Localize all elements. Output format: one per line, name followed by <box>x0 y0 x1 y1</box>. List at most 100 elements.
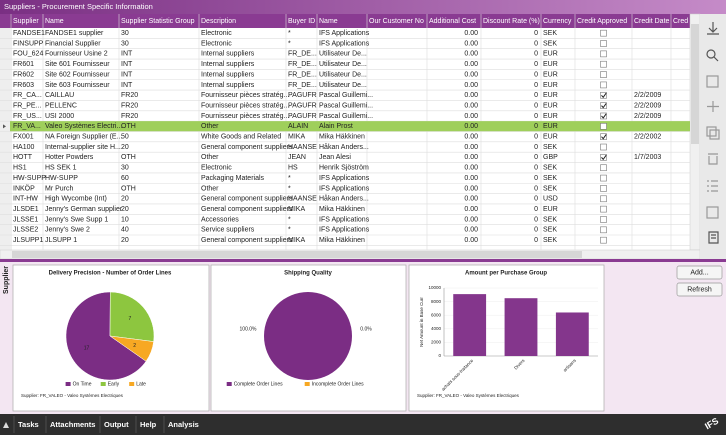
checkbox[interactable] <box>600 236 607 244</box>
tab[interactable]: Help <box>140 420 157 429</box>
checkbox[interactable] <box>600 112 607 120</box>
tab[interactable]: Output <box>104 420 129 429</box>
refresh-button[interactable] <box>676 282 723 297</box>
table-cell: FINSUPP <box>13 40 44 47</box>
document-icon[interactable] <box>708 231 719 244</box>
table-cell: INT-HW <box>13 196 38 203</box>
tab[interactable]: Tasks <box>18 420 39 429</box>
table-cell: EUR <box>543 134 558 141</box>
checkbox[interactable] <box>600 29 607 37</box>
add-button[interactable] <box>676 265 723 280</box>
table-cell: 0 <box>534 185 538 192</box>
table-cell: EUR <box>543 71 558 78</box>
checkbox[interactable] <box>600 185 607 192</box>
table-cell: 20 <box>121 206 129 213</box>
y-tick-label: 8000 <box>431 299 442 304</box>
checkbox[interactable] <box>600 81 607 89</box>
new-icon[interactable] <box>707 101 719 112</box>
table-cell: FR20 <box>121 92 138 99</box>
table-cell: IFS Applications <box>319 227 370 234</box>
checkbox[interactable] <box>600 50 607 58</box>
table-cell: Other <box>201 123 219 130</box>
table-cell: 0.00 <box>464 40 478 47</box>
table-cell: 40 <box>121 227 129 234</box>
table-cell: Utilisateur De... <box>319 82 367 89</box>
table-cell: 0.00 <box>464 71 478 78</box>
table-cell: NA Foreign Supplier (E... <box>45 134 122 141</box>
tab[interactable]: Attachments <box>50 420 95 429</box>
table-cell: IFS Applications <box>319 40 370 47</box>
table-cell: Jenny's Swe Supp 1 <box>45 216 108 223</box>
duplicate-icon[interactable] <box>706 126 717 137</box>
table-cell: * <box>288 185 291 192</box>
delete-icon[interactable] <box>708 153 718 165</box>
table-cell: 1/7/2003 <box>634 154 661 161</box>
legend-label: Complete Order Lines <box>234 381 283 387</box>
table-cell: 10 <box>121 216 129 223</box>
pie-slice <box>264 292 352 380</box>
add-button-label[interactable]: Add... <box>690 269 708 276</box>
table-cell: 0 <box>534 82 538 89</box>
expand-arrow[interactable] <box>3 422 9 428</box>
table-cell: JLSSE1 <box>13 216 38 223</box>
checkbox[interactable] <box>600 195 607 203</box>
checkbox[interactable] <box>600 40 607 47</box>
scroll-thumb[interactable] <box>12 251 582 258</box>
bar <box>504 298 538 356</box>
table-cell: INKÖP <box>13 184 35 192</box>
table-cell: Accessories <box>201 216 239 223</box>
table-cell: 0 <box>534 154 538 161</box>
scroll-thumb[interactable] <box>691 24 699 144</box>
table-cell: OTH <box>121 123 136 130</box>
search-icon[interactable] <box>706 49 716 59</box>
side-label: Supplier <box>3 266 10 294</box>
table-cell: EUR <box>543 123 558 130</box>
column-header: Supplier <box>13 18 39 25</box>
table-cell: HW-SUPP <box>13 175 46 182</box>
checkbox[interactable] <box>600 205 607 213</box>
table-cell: SEK <box>543 144 557 151</box>
table-cell: Electronic <box>201 40 232 47</box>
checkbox[interactable] <box>600 174 607 182</box>
checkbox[interactable] <box>600 71 607 78</box>
expand-icon[interactable] <box>706 206 719 219</box>
table-cell: 0.00 <box>464 134 478 141</box>
table-cell: * <box>288 40 291 47</box>
checkbox[interactable] <box>600 226 607 234</box>
table-cell: Other <box>201 185 219 192</box>
table-cell: 0 <box>534 165 538 172</box>
table-cell: JLSUPP1 <box>13 237 43 244</box>
table-cell: 0 <box>534 51 538 58</box>
download-icon[interactable] <box>707 22 719 35</box>
checkbox[interactable] <box>600 143 607 151</box>
checkbox[interactable] <box>600 154 607 161</box>
table-cell: 0 <box>534 175 538 182</box>
table-cell: SEK <box>543 237 557 244</box>
checkbox[interactable] <box>600 91 607 99</box>
table-cell: FOU_624 <box>13 51 43 58</box>
table-cell: SEK <box>543 185 557 192</box>
checkbox[interactable] <box>600 133 607 140</box>
y-tick-label: 6000 <box>431 312 442 317</box>
list-icon[interactable] <box>707 180 718 192</box>
table-cell: Pascal Guillemi... <box>319 102 373 109</box>
checkbox[interactable] <box>600 102 607 109</box>
table-cell: 2/2/2002 <box>634 134 661 141</box>
column-header: Discount Rate (%) <box>483 18 540 25</box>
table-cell: Mr Purch <box>45 185 74 192</box>
table-cell: Financial Supplier <box>45 40 101 47</box>
save-icon[interactable] <box>706 75 719 88</box>
refresh-button-label[interactable]: Refresh <box>687 286 712 293</box>
checkbox[interactable] <box>600 164 607 172</box>
checkbox[interactable] <box>600 216 607 223</box>
checkbox[interactable] <box>600 123 607 130</box>
table-cell: * <box>288 175 291 182</box>
table-cell: Internal suppliers <box>201 61 255 68</box>
tab[interactable]: Analysis <box>168 420 199 429</box>
checkbox[interactable] <box>600 60 607 68</box>
table-cell: * <box>288 216 291 223</box>
table-cell: 30 <box>121 40 129 47</box>
bottom-bar <box>0 414 726 435</box>
pie-label: 7 <box>128 316 131 322</box>
table-cell: CAILLAU <box>45 92 74 99</box>
